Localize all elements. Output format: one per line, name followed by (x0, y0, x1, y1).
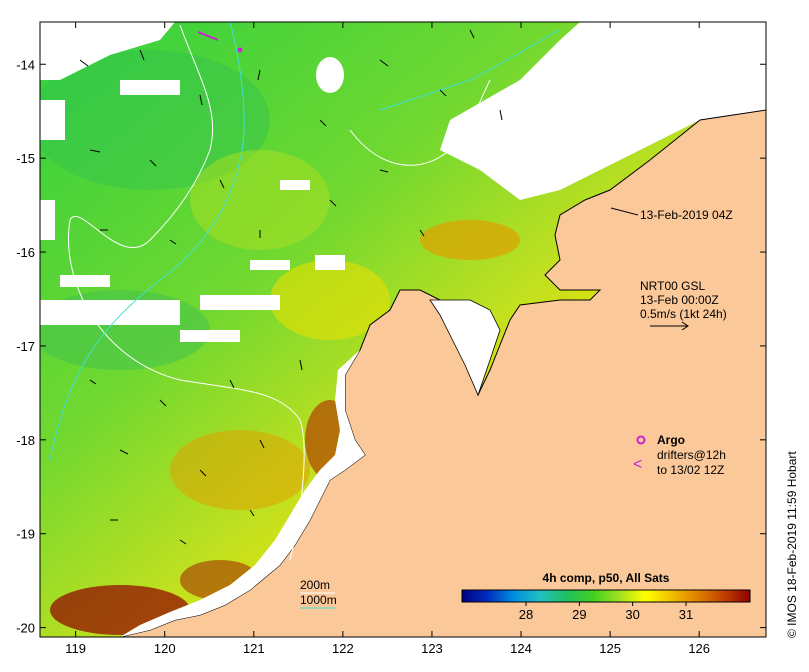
isobath-legend: 200m 1000m (300, 578, 337, 609)
argo-legend: Argo < drifters@12h to 13/02 12Z (633, 433, 726, 477)
current-legend: NRT00 GSL 13-Feb 00:00Z 0.5m/s (1kt 24h) (640, 279, 727, 331)
lat-tick-label: -15 (16, 151, 35, 166)
colorbar-tick-label: 31 (679, 607, 693, 622)
svg-text:13-Feb 00:00Z: 13-Feb 00:00Z (640, 293, 719, 307)
lon-tick-label: 119 (65, 641, 86, 656)
isobaths (49, 22, 561, 561)
lon-tick-label: 125 (599, 641, 621, 656)
lon-tick-label: 120 (154, 641, 176, 656)
lat-tick-label: -20 (16, 621, 35, 636)
colorbar-title: 4h comp, p50, All Sats (543, 571, 670, 585)
svg-text:NRT00 GSL: NRT00 GSL (640, 279, 705, 293)
image-title: 13-Feb-2019 04Z (640, 208, 733, 222)
current-vectors (79, 29, 503, 545)
colorbar-tick-label: 30 (625, 607, 639, 622)
colorbar: 4h comp, p50, All Sats 28 29 30 31 (461, 571, 751, 622)
svg-text:0.5m/s (1kt 24h): 0.5m/s (1kt 24h) (640, 307, 727, 321)
credit-label: © IMOS 18-Feb-2019 11:59 Hobart (785, 451, 799, 638)
lat-tick-label: -16 (16, 245, 35, 260)
map-frame (39, 21, 767, 638)
svg-text:to 13/02 12Z: to 13/02 12Z (657, 463, 724, 477)
lat-tick-label: -19 (16, 527, 35, 542)
lat-tick-label: -17 (16, 339, 35, 354)
svg-text:200m: 200m (300, 578, 330, 592)
lon-tick-label: 121 (243, 641, 265, 656)
lat-tick-label: -14 (16, 57, 35, 72)
axes: 119 120 121 122 123 124 125 126 -14 -15 -16 -17 -18 -… (16, 22, 766, 656)
lon-tick-label: 126 (688, 641, 710, 656)
drifter-glyph: < (633, 456, 642, 473)
svg-text:drifters@12h: drifters@12h (657, 448, 726, 462)
svg-text:1000m: 1000m (300, 593, 337, 607)
lon-tick-label: 122 (332, 641, 354, 656)
lon-tick-label: 124 (510, 641, 532, 656)
lon-tick-label: 123 (421, 641, 443, 656)
cloud-mask (40, 22, 766, 342)
colorbar-tick-label: 28 (519, 607, 533, 622)
colorbar-tick-label: 29 (572, 607, 586, 622)
lat-tick-label: -18 (16, 433, 35, 448)
argo-float (237, 47, 243, 53)
svg-text:Argo: Argo (657, 433, 685, 447)
